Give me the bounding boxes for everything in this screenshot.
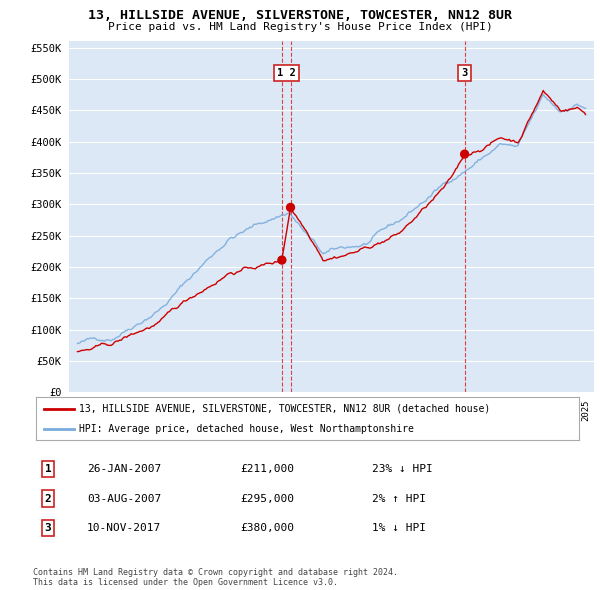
Text: Price paid vs. HM Land Registry's House Price Index (HPI): Price paid vs. HM Land Registry's House … bbox=[107, 22, 493, 32]
Text: 1% ↓ HPI: 1% ↓ HPI bbox=[372, 523, 426, 533]
Text: 26-JAN-2007: 26-JAN-2007 bbox=[87, 464, 161, 474]
Text: 10-NOV-2017: 10-NOV-2017 bbox=[87, 523, 161, 533]
Text: 3: 3 bbox=[44, 523, 52, 533]
Point bbox=[277, 255, 287, 265]
Text: 03-AUG-2007: 03-AUG-2007 bbox=[87, 494, 161, 503]
Text: 1: 1 bbox=[44, 464, 52, 474]
Text: 3: 3 bbox=[461, 68, 468, 78]
Point bbox=[460, 149, 469, 159]
Text: 2: 2 bbox=[44, 494, 52, 503]
Text: HPI: Average price, detached house, West Northamptonshire: HPI: Average price, detached house, West… bbox=[79, 424, 415, 434]
Text: £380,000: £380,000 bbox=[240, 523, 294, 533]
Point bbox=[286, 203, 295, 212]
Text: Contains HM Land Registry data © Crown copyright and database right 2024.
This d: Contains HM Land Registry data © Crown c… bbox=[33, 568, 398, 587]
Text: 23% ↓ HPI: 23% ↓ HPI bbox=[372, 464, 433, 474]
Text: £211,000: £211,000 bbox=[240, 464, 294, 474]
Text: 2% ↑ HPI: 2% ↑ HPI bbox=[372, 494, 426, 503]
Text: 13, HILLSIDE AVENUE, SILVERSTONE, TOWCESTER, NN12 8UR: 13, HILLSIDE AVENUE, SILVERSTONE, TOWCES… bbox=[88, 9, 512, 22]
Text: 13, HILLSIDE AVENUE, SILVERSTONE, TOWCESTER, NN12 8UR (detached house): 13, HILLSIDE AVENUE, SILVERSTONE, TOWCES… bbox=[79, 404, 491, 414]
Text: 1 2: 1 2 bbox=[277, 68, 296, 78]
Text: £295,000: £295,000 bbox=[240, 494, 294, 503]
